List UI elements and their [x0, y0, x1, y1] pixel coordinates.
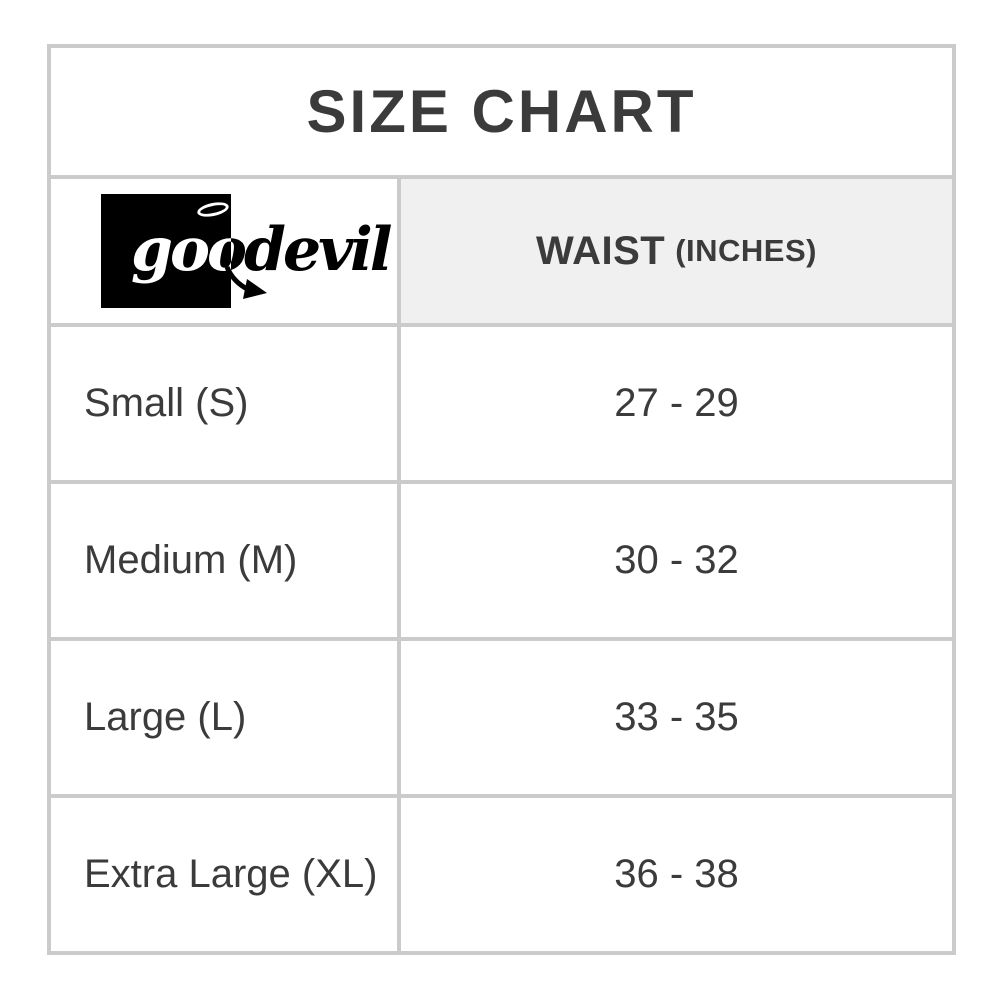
size-label-large: Large (L)	[51, 641, 397, 794]
waist-label: WAIST	[536, 228, 666, 273]
waist-range-small: 27 - 29	[401, 327, 952, 480]
size-label-xlarge: Extra Large (XL)	[51, 798, 397, 951]
page-title: SIZE CHART	[51, 48, 952, 175]
logo-black-box: goodevil	[101, 194, 231, 308]
brand-logo-text-inverse: goodevil	[131, 215, 231, 285]
waist-range-xlarge: 36 - 38	[401, 798, 952, 951]
waist-range-large: 33 - 35	[401, 641, 952, 794]
waist-range-medium: 30 - 32	[401, 484, 952, 637]
size-chart-table: SIZE CHART goodevil goodevil WAIST (INCH…	[47, 44, 956, 955]
size-label-small: Small (S)	[51, 327, 397, 480]
goodevil-logo: goodevil goodevil	[101, 194, 393, 308]
size-label-medium: Medium (M)	[51, 484, 397, 637]
column-header-waist: WAIST (INCHES)	[401, 179, 952, 323]
waist-unit-label: (INCHES)	[675, 233, 817, 268]
devil-tail-arrow-icon	[224, 266, 267, 299]
brand-header-cell: goodevil goodevil	[51, 179, 397, 323]
